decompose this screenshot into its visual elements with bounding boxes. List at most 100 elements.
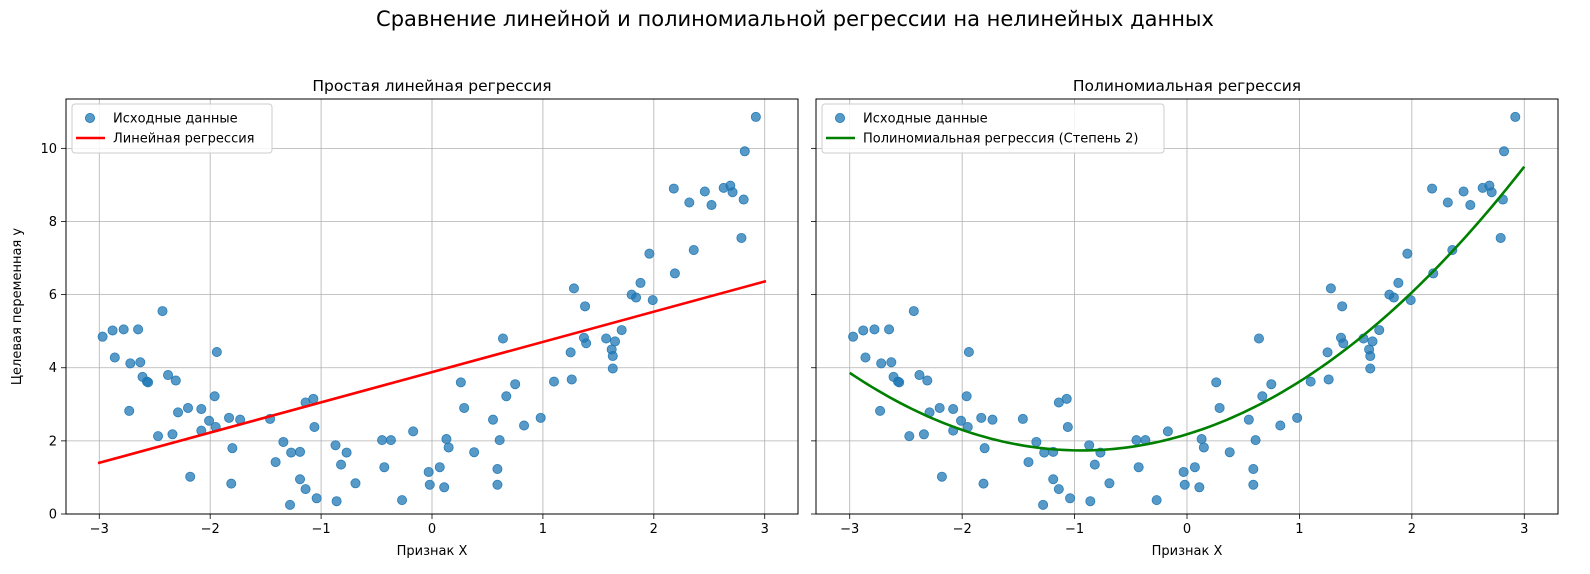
data-point [736,232,747,243]
data-point [848,331,859,342]
data-point [1458,186,1469,197]
data-point [1388,292,1399,303]
legend-box [821,103,1165,154]
data-point [1486,187,1497,198]
data-point [270,457,281,468]
data-point [286,447,297,458]
data-point [434,462,445,473]
data-point [341,447,352,458]
data-point [1248,464,1259,475]
data-point [1253,333,1264,344]
data-point [423,466,434,477]
data-point [1250,435,1261,446]
data-point [153,431,164,442]
data-point [455,377,466,388]
data-point [311,493,322,504]
data-point [918,429,929,440]
data-point [1305,376,1316,387]
data-point [109,352,120,363]
x-tick-label: −2 [953,522,972,537]
data-point [1198,442,1209,453]
data-point [1374,325,1385,336]
x-tick-label: −3 [840,522,859,537]
data-point [124,405,135,416]
data-point [684,197,695,208]
x-tick-label: 3 [761,522,769,537]
axes-frame [815,98,1559,515]
data-point [875,405,886,416]
data-point [706,200,717,211]
data-point [886,357,897,368]
legend-label-fit: Полиномиальная регрессия (Степень 2) [863,132,1138,147]
data-point [1322,347,1333,358]
data-point [1292,412,1303,423]
data-point [1243,414,1254,425]
data-point [424,479,435,490]
data-point [1367,336,1378,347]
x-tick-label: 2 [650,522,658,537]
x-axis-label: Признак X [397,544,468,559]
data-point [1196,434,1207,445]
data-point [535,412,546,423]
data-point [492,479,503,490]
data-point [385,435,396,446]
linear-regression-line [97,279,767,465]
data-point [308,393,319,404]
data-point [1065,493,1076,504]
data-point [295,474,306,485]
data-point [1428,268,1439,279]
x-tick-label: 0 [428,522,436,537]
data-point [1427,183,1438,194]
panel-title: Полиномиальная регрессия [1073,77,1301,95]
legend-label-data: Исходные данные [863,112,988,127]
data-point [182,402,193,413]
data-point [1211,377,1222,388]
data-point [125,358,136,369]
data-point [278,436,289,447]
data-point [330,440,341,451]
panel-title: Простая линейная регрессия [312,77,551,95]
data-point [568,283,579,294]
x-tick-label: −1 [312,522,331,537]
data-point [107,325,118,336]
data-point [350,478,361,489]
data-point [439,482,450,493]
data-point [331,496,342,507]
data-point [285,499,296,510]
data-point [185,471,196,482]
data-point [295,446,306,457]
data-point [459,402,470,413]
data-point [948,404,959,415]
x-tick-label: 1 [1295,522,1303,537]
x-axis-label: Признак X [1152,544,1223,559]
data-point [1061,393,1072,404]
data-point [1337,301,1348,312]
data-point [487,414,498,425]
data-point [1442,197,1453,208]
data-point [860,352,871,363]
data-point [647,295,658,306]
data-point [1393,277,1404,288]
data-point [170,375,181,386]
data-point [300,484,311,495]
legend-marker-points [85,113,96,124]
data-point [976,412,987,423]
data-point [1402,248,1413,259]
y-tick-label: 8 [49,215,57,230]
data-point [1178,466,1189,477]
x-tick-label: 0 [1183,522,1191,537]
data-point [163,370,174,381]
y-tick-label: 2 [49,434,57,449]
data-point [133,324,144,335]
x-tick-label: 3 [1520,522,1528,537]
data-point [494,435,505,446]
data-point [224,412,235,423]
data-point [1365,351,1376,362]
data-point [443,442,454,453]
data-point [607,363,618,374]
data-point [1510,111,1521,122]
data-point [1162,426,1173,437]
data-point [497,333,508,344]
